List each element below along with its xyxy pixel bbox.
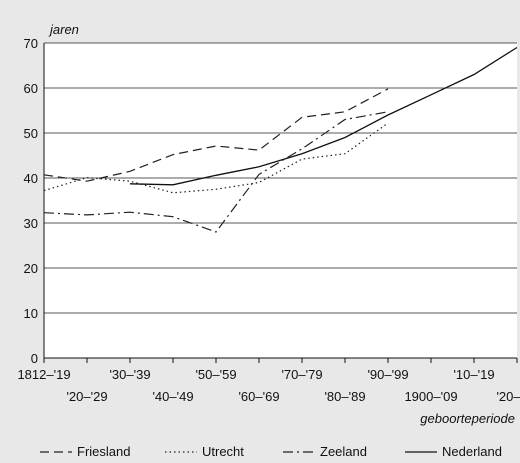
x-tick-label: '60–'69 (238, 389, 279, 404)
y-tick-label: 10 (24, 306, 38, 321)
series-line-nederland (129, 46, 518, 186)
y-tick-label: 40 (24, 171, 38, 186)
x-tick-label: 1900–'09 (404, 389, 457, 404)
series-lines (43, 46, 518, 233)
x-tick-label: '20–'29 (496, 389, 520, 404)
y-tick-label: 60 (24, 81, 38, 96)
x-tick-label: '90–'99 (367, 367, 408, 382)
x-tick-label: '20–'29 (66, 389, 107, 404)
x-tick-label: 1812–'19 (17, 367, 70, 382)
series-line-utrecht (43, 122, 389, 194)
legend-label-nederland: Nederland (442, 444, 502, 459)
series-line-friesland (43, 88, 389, 182)
legend-label-friesland: Friesland (77, 444, 130, 459)
axes: 0102030405060701812–'19'20–'29'30–'39'40… (17, 36, 520, 404)
x-tick-label: '80–'89 (324, 389, 365, 404)
x-tick-label: '70–'79 (281, 367, 322, 382)
legend-label-utrecht: Utrecht (202, 444, 244, 459)
legend: Friesland Utrecht Zeeland Nederland (40, 444, 502, 459)
plot-area (44, 43, 517, 358)
x-tick-label: '30–'39 (109, 367, 150, 382)
x-tick-label: '40–'49 (152, 389, 193, 404)
y-tick-label: 20 (24, 261, 38, 276)
legend-label-zeeland: Zeeland (320, 444, 367, 459)
y-tick-label: 30 (24, 216, 38, 231)
y-tick-label: 70 (24, 36, 38, 51)
x-tick-label: '10–'19 (453, 367, 494, 382)
y-axis-title: jaren (48, 22, 79, 37)
x-axis-title: geboorteperiode (420, 411, 515, 426)
y-tick-label: 0 (31, 351, 38, 366)
gridlines (44, 42, 517, 358)
y-tick-label: 50 (24, 126, 38, 141)
x-tick-label: '50–'59 (195, 367, 236, 382)
series-line-zeeland (43, 111, 389, 233)
